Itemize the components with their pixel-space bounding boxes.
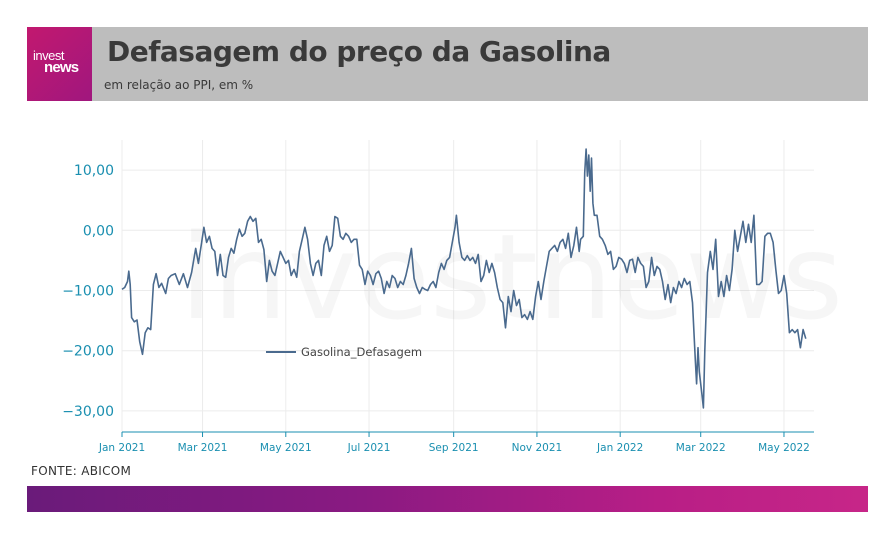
x-tick-label: Jan 2022 (596, 442, 643, 454)
x-tick-label: Nov 2021 (512, 442, 563, 454)
investnews-logo: invest news (27, 27, 92, 101)
x-tick-label: Mar 2021 (178, 442, 228, 454)
x-tick-label: May 2021 (260, 442, 312, 454)
logo-text-news: news (44, 59, 79, 76)
y-tick-label: −10,00 (62, 284, 114, 300)
footer-gradient-band (27, 486, 868, 512)
series-line-gasolina-defasagem (121, 148, 807, 409)
y-tick-label: 0,00 (83, 223, 114, 239)
y-axis: 10,00 0,00 −10,00 −20,00 −30,00 (62, 163, 114, 420)
legend: Gasolina_Defasagem (266, 345, 422, 359)
x-tick-label: Jan 2021 (98, 442, 145, 454)
x-tick-label: Sep 2021 (429, 442, 479, 454)
y-tick-label: −20,00 (62, 344, 114, 360)
x-axis: Jan 2021 Mar 2021 May 2021 Jul 2021 Sep 2021… (98, 431, 814, 454)
logo-text-invest: invest (33, 48, 64, 63)
chart-header: invest news Defasagem do preço da Gasoli… (27, 27, 868, 101)
x-tick-label: Mar 2022 (676, 442, 726, 454)
y-tick-label: 10,00 (74, 163, 114, 179)
chart-subtitle: em relação ao PPI, em % (104, 78, 254, 92)
chart-title: Defasagem do preço da Gasolina (107, 35, 611, 68)
x-tick-label: Jul 2021 (347, 442, 391, 454)
y-tick-label: −30,00 (62, 404, 114, 420)
x-tick-label: May 2022 (758, 442, 810, 454)
source-note: FONTE: ABICOM (31, 464, 132, 478)
legend-label: Gasolina_Defasagem (301, 345, 422, 359)
